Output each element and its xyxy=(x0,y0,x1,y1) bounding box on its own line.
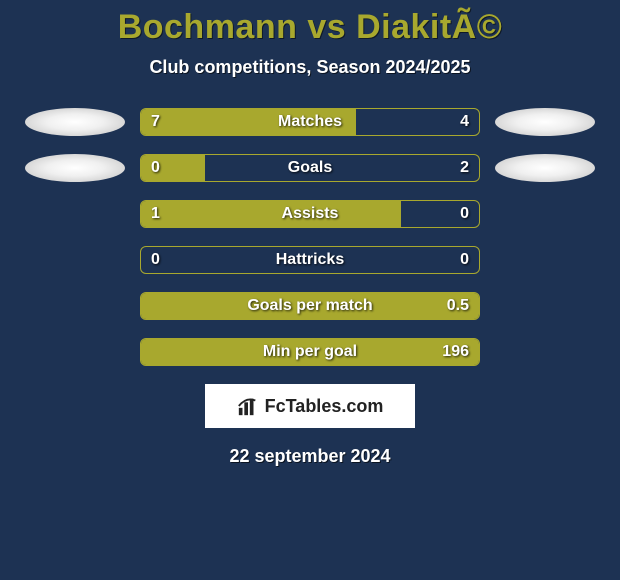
stat-row: 1Assists0 xyxy=(140,200,480,228)
stat-label: Min per goal xyxy=(141,339,479,365)
player-left-avatar-placeholder xyxy=(25,108,125,136)
player-right-avatar-placeholder xyxy=(495,108,595,136)
comparison-card: Bochmann vs DiakitÃ© Club competitions, … xyxy=(0,0,620,467)
stat-value-right: 0.5 xyxy=(447,293,469,319)
player-right-name-placeholder xyxy=(495,154,595,182)
player-left-name-placeholder xyxy=(25,154,125,182)
card-title: Bochmann vs DiakitÃ© xyxy=(0,8,620,47)
stat-value-right: 2 xyxy=(460,155,469,181)
logo-badge[interactable]: FcTables.com xyxy=(205,384,415,428)
stat-label: Matches xyxy=(141,109,479,135)
stat-value-right: 0 xyxy=(460,247,469,273)
stat-row: 7Matches4 xyxy=(140,108,480,136)
card-date: 22 september 2024 xyxy=(0,446,620,467)
stat-label: Assists xyxy=(141,201,479,227)
stat-bars-column: 7Matches40Goals21Assists00Hattricks0Goal… xyxy=(140,108,480,366)
stat-row: Min per goal196 xyxy=(140,338,480,366)
stat-row: 0Hattricks0 xyxy=(140,246,480,274)
stat-label: Hattricks xyxy=(141,247,479,273)
player-right-column xyxy=(495,108,595,366)
stat-label: Goals xyxy=(141,155,479,181)
chart-icon xyxy=(237,395,259,417)
stat-value-right: 4 xyxy=(460,109,469,135)
player-left-column xyxy=(25,108,125,366)
stat-row: 0Goals2 xyxy=(140,154,480,182)
card-subtitle: Club competitions, Season 2024/2025 xyxy=(0,57,620,78)
stats-area: 7Matches40Goals21Assists00Hattricks0Goal… xyxy=(0,108,620,366)
stat-row: Goals per match0.5 xyxy=(140,292,480,320)
stat-label: Goals per match xyxy=(141,293,479,319)
stat-value-right: 0 xyxy=(460,201,469,227)
logo-text: FcTables.com xyxy=(265,396,384,417)
stat-value-right: 196 xyxy=(442,339,469,365)
